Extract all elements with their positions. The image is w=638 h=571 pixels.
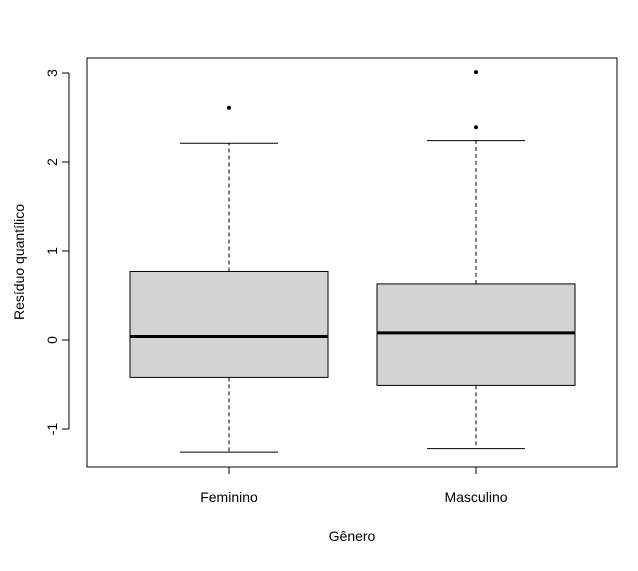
outlier-point [474, 70, 478, 75]
y-axis: -1 0 1 2 3 [44, 69, 70, 436]
iqr-box [129, 270, 329, 378]
y-tick-label: 0 [44, 336, 60, 344]
y-tick-label: 1 [44, 247, 60, 255]
x-tick-label: Masculino [444, 489, 507, 505]
box-feminino [129, 105, 329, 453]
plot-frame [86, 57, 618, 468]
outlier-point [474, 125, 478, 130]
y-axis-label: Resíduo quantílico [11, 204, 27, 320]
boxes-group [129, 70, 576, 453]
outlier-point [227, 105, 231, 110]
x-tick-label: Feminino [200, 489, 258, 505]
x-axis-label: Gênero [329, 528, 376, 544]
y-tick-label: 2 [44, 158, 60, 166]
iqr-box [376, 283, 576, 386]
y-tick-label: -1 [44, 423, 60, 436]
box-masculino [376, 70, 576, 450]
x-axis: Feminino Masculino [200, 466, 508, 505]
y-tick-label: 3 [44, 69, 60, 77]
